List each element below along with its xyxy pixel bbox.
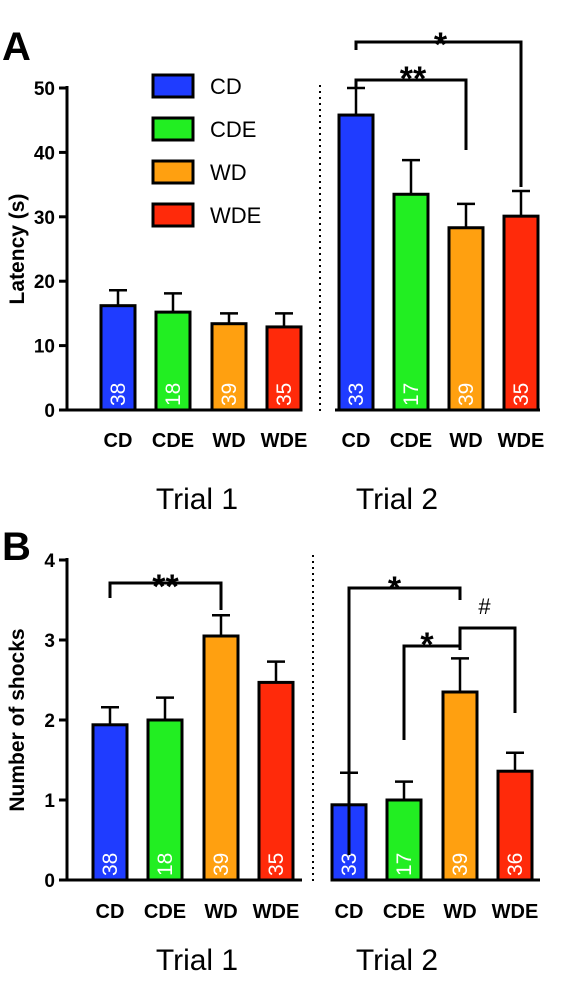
- bar-b-2-wd: [441, 690, 479, 882]
- category-labels-b: CD CDE WD WDE CD CDE WD WDE: [96, 901, 539, 923]
- legend-label-cde: CDE: [210, 117, 256, 142]
- n-label-a: 39: [455, 383, 478, 406]
- bar-b-1-cde: [146, 718, 184, 882]
- panel-a: A Latency (s) 0 10 20 30 40 50 38 18 39 35 33 17 39…: [2, 25, 544, 516]
- panel-letter-a: A: [2, 25, 31, 69]
- bars-a: 38 18 39 35 33 17 39 35: [99, 86, 540, 412]
- bar-a-2-wd: [447, 226, 485, 412]
- n-label-a: 35: [273, 383, 296, 406]
- significance-a: ***: [354, 26, 523, 187]
- legend-label-cd: CD: [210, 74, 242, 99]
- category-labels-a: CD CDE WD WDE CD CDE WD WDE: [104, 430, 545, 452]
- n-label-b: 39: [210, 853, 233, 876]
- y-tick-label-b: 1: [44, 791, 55, 812]
- category-label-b: WD: [443, 901, 476, 923]
- legend-label-wd: WD: [210, 160, 247, 185]
- y-tick-label-a: 50: [34, 79, 55, 100]
- bar-a-2-cde: [392, 192, 430, 412]
- category-label-a: CDE: [152, 430, 194, 452]
- significance-bracket-b: [458, 626, 517, 713]
- n-label-b: 39: [449, 853, 472, 876]
- n-label-a: 18: [162, 383, 185, 406]
- y-tick-label-a: 10: [34, 337, 55, 358]
- category-label-a: CD: [342, 430, 371, 452]
- legend-swatch-cd: [151, 73, 195, 99]
- bar-a-1-cd: [99, 304, 137, 412]
- trial-label-a-2: Trial 2: [356, 483, 438, 516]
- legend-swatch-cde: [151, 116, 195, 142]
- y-tick-label-a: 0: [44, 401, 55, 422]
- n-label-b: 36: [504, 853, 527, 876]
- category-label-b: CD: [96, 901, 125, 923]
- y-tick-label-b: 4: [44, 551, 55, 572]
- category-label-a: CD: [104, 430, 133, 452]
- y-tick-label-a: 40: [34, 143, 55, 164]
- category-label-a: WD: [212, 430, 245, 452]
- bar-a-2-cd: [337, 113, 375, 412]
- y-tick-label-b: 2: [44, 711, 55, 732]
- y-tick-label-a: 30: [34, 208, 55, 229]
- significance-label-b: #: [478, 594, 491, 619]
- category-label-a: WDE: [498, 430, 545, 452]
- significance-label-a: **: [400, 60, 427, 98]
- y-tick-label-a: 20: [34, 272, 55, 293]
- category-label-a: CDE: [390, 430, 432, 452]
- n-label-a: 17: [400, 383, 423, 406]
- n-label-a: 38: [107, 383, 130, 406]
- n-label-a: 39: [218, 383, 241, 406]
- significance-bracket-a: [354, 78, 468, 150]
- bar-a-2-wde: [502, 214, 540, 412]
- significance-bracket-a: [354, 40, 523, 187]
- y-axis-label-a: Latency (s): [6, 194, 29, 305]
- category-label-b: WD: [204, 901, 237, 923]
- significance-label-b: *: [420, 626, 434, 664]
- significance-bracket-b: [402, 644, 460, 740]
- n-label-a: 33: [345, 383, 368, 406]
- n-label-b: 35: [265, 853, 288, 876]
- trial-label-a-1: Trial 1: [156, 483, 238, 516]
- category-label-b: CDE: [383, 901, 425, 923]
- bar-a-1-cde: [154, 310, 192, 412]
- y-tick-label-b: 3: [44, 631, 55, 652]
- category-label-b: WDE: [492, 901, 539, 923]
- trial-label-b-1: Trial 1: [156, 944, 238, 977]
- category-label-b: CDE: [144, 901, 186, 923]
- significance-bracket-b: [108, 581, 223, 610]
- bar-a-1-wd: [210, 322, 248, 412]
- bar-b-1-wde: [257, 680, 295, 882]
- category-label-b: WDE: [253, 901, 300, 923]
- bar-a-1-wde: [265, 325, 303, 412]
- y-tick-label-b: 0: [44, 871, 55, 892]
- legend: CD CDE WD WDE: [151, 73, 261, 228]
- significance-label-b: **: [152, 568, 179, 606]
- category-label-b: CD: [335, 901, 364, 923]
- n-label-b: 18: [154, 853, 177, 876]
- legend-swatch-wde: [151, 202, 195, 228]
- significance-label-b: *: [388, 570, 402, 608]
- significance-b: ** **#: [108, 568, 517, 855]
- significance-label-a: *: [434, 26, 448, 64]
- category-label-a: WD: [449, 430, 482, 452]
- category-label-a: WDE: [261, 430, 308, 452]
- legend-swatch-wd: [151, 159, 195, 185]
- panel-letter-b: B: [2, 525, 31, 569]
- bars-b: 38 18 39 35 33 17 39 36: [91, 613, 534, 882]
- legend-label-wde: WDE: [210, 203, 261, 228]
- n-label-b: 33: [338, 853, 361, 876]
- bar-b-2-wde: [496, 769, 534, 882]
- n-label-b: 38: [99, 853, 122, 876]
- bar-b-1-wd: [202, 634, 240, 882]
- n-label-b: 17: [393, 853, 416, 876]
- y-axis-label-b: Number of shocks: [6, 628, 29, 811]
- n-label-a: 35: [510, 383, 533, 406]
- trial-label-b-2: Trial 2: [356, 944, 438, 977]
- significance-bracket-b: [347, 586, 462, 855]
- bar-b-1-cd: [91, 723, 129, 882]
- bar-b-2-cde: [385, 798, 423, 882]
